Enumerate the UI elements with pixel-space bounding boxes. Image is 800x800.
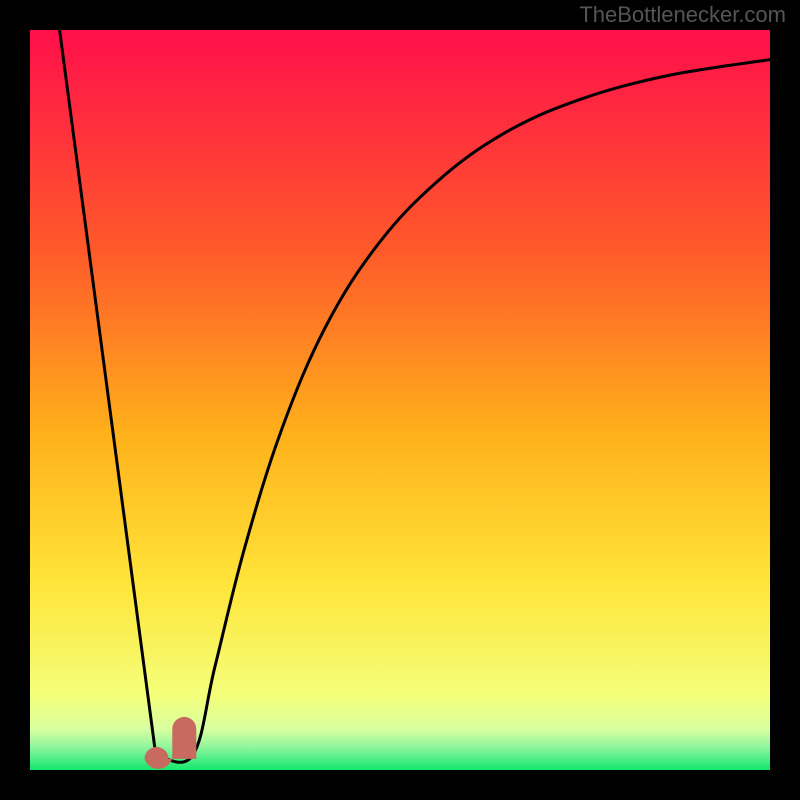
plot-area — [30, 30, 770, 770]
chart-stage: TheBottlenecker.com — [0, 0, 800, 800]
chart-svg — [0, 0, 800, 800]
